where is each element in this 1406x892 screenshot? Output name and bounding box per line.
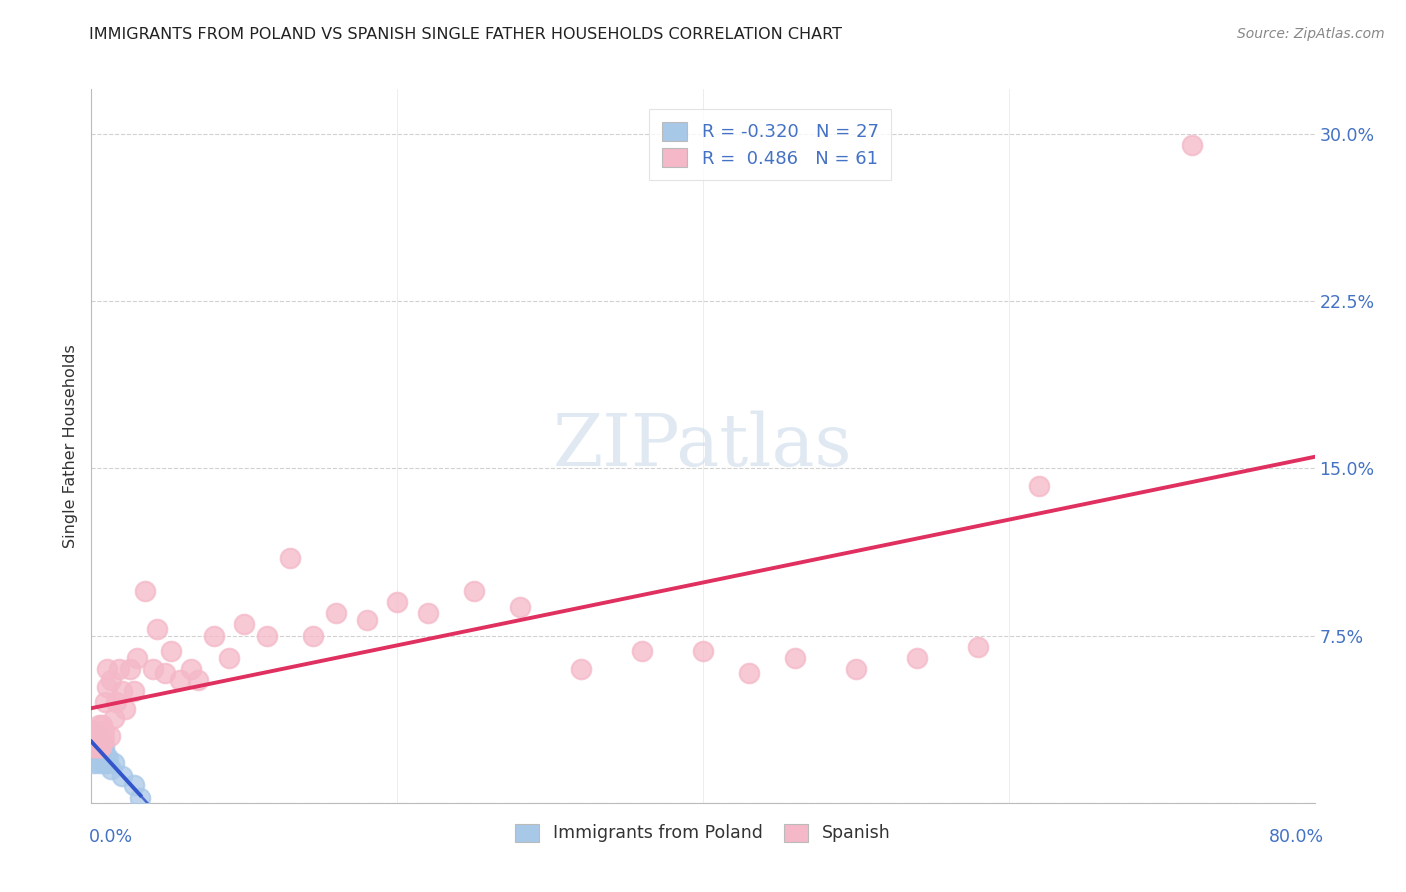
Point (87, 756, 110, 770)
Point (86, 747, 108, 761)
Point (385, 595, 409, 609)
Point (256, 628, 278, 642)
Point (122, 778, 145, 792)
Point (118, 662, 141, 676)
Point (91, 729, 114, 743)
Point (169, 673, 191, 687)
Point (82, 729, 104, 743)
Point (1028, 479, 1050, 493)
Point (187, 673, 209, 687)
Point (103, 711, 125, 725)
Point (82, 740, 104, 755)
Point (302, 628, 325, 642)
Point (278, 550, 301, 565)
Point (1181, 137, 1204, 152)
Point (93, 724, 115, 739)
Text: 0.0%: 0.0% (89, 828, 132, 846)
Legend: Immigrants from Poland, Spanish: Immigrants from Poland, Spanish (508, 817, 898, 849)
Point (84, 729, 107, 743)
Point (98, 729, 121, 743)
Point (96, 756, 118, 770)
Text: IMMIGRANTS FROM POLAND VS SPANISH SINGLE FATHER HOUSEHOLDS CORRELATION CHART: IMMIGRANTS FROM POLAND VS SPANISH SINGLE… (89, 27, 842, 42)
Point (84, 724, 107, 739)
Point (87, 740, 110, 755)
Point (509, 599, 531, 614)
Point (692, 644, 714, 658)
Point (82, 724, 104, 739)
Point (90, 733, 112, 747)
Point (93, 733, 115, 747)
Point (463, 583, 485, 598)
Point (325, 607, 347, 621)
Point (83, 724, 105, 739)
Point (153, 666, 176, 681)
Point (416, 607, 439, 621)
Point (146, 622, 169, 636)
Point (82, 740, 104, 755)
Point (111, 769, 134, 783)
Point (127, 651, 149, 665)
Point (233, 617, 256, 632)
Point (100, 762, 122, 776)
Point (93, 756, 115, 770)
Point (82, 729, 104, 743)
Point (967, 640, 990, 654)
Point (83, 740, 105, 755)
Point (87, 729, 110, 743)
Point (845, 662, 868, 676)
Point (738, 666, 761, 681)
Point (108, 662, 131, 676)
Point (84, 740, 107, 755)
Point (90, 751, 112, 765)
Point (160, 644, 183, 658)
Point (84, 729, 107, 743)
Point (86, 729, 108, 743)
Point (122, 684, 145, 698)
Point (83, 733, 105, 747)
Point (114, 702, 136, 716)
Point (141, 662, 163, 676)
Point (91, 717, 114, 731)
Point (202, 628, 225, 642)
Point (91, 747, 114, 761)
Point (87, 717, 110, 731)
Legend: R = -0.320   N = 27, R =  0.486   N = 61: R = -0.320 N = 27, R = 0.486 N = 61 (650, 109, 891, 180)
Point (84, 740, 107, 755)
Point (356, 613, 378, 627)
Point (84, 751, 107, 765)
Point (97, 751, 120, 765)
Point (134, 583, 156, 598)
Point (86, 733, 108, 747)
Point (86, 740, 108, 755)
Point (905, 651, 928, 665)
Text: 80.0%: 80.0% (1270, 828, 1324, 846)
Point (783, 651, 806, 665)
Point (631, 644, 654, 658)
Y-axis label: Single Father Households: Single Father Households (63, 344, 79, 548)
Point (111, 684, 134, 698)
Point (96, 680, 118, 694)
Point (83, 756, 105, 770)
Point (100, 673, 122, 687)
Point (104, 696, 127, 710)
Point (180, 662, 202, 676)
Point (83, 747, 105, 761)
Point (129, 791, 152, 805)
Point (93, 740, 115, 755)
Point (87, 740, 110, 755)
Point (569, 662, 592, 676)
Text: ZIPatlas: ZIPatlas (553, 410, 853, 482)
Point (94, 747, 117, 761)
Point (90, 740, 112, 755)
Point (87, 729, 110, 743)
Point (103, 756, 125, 770)
Point (90, 733, 112, 747)
Point (94, 696, 117, 710)
Point (96, 662, 118, 676)
Point (218, 651, 240, 665)
Text: Source: ZipAtlas.com: Source: ZipAtlas.com (1237, 27, 1385, 41)
